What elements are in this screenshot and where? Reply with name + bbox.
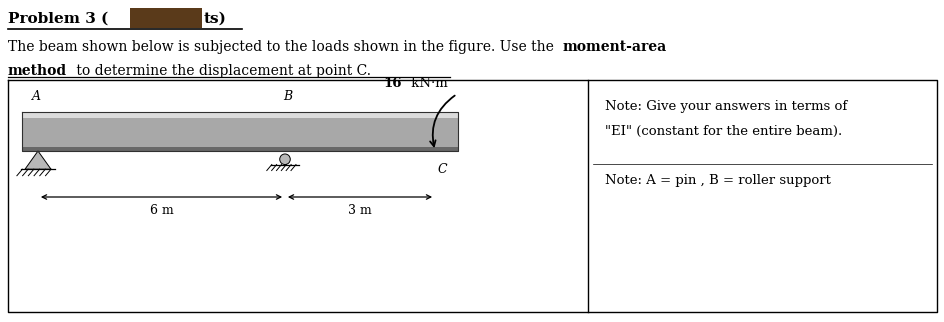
Text: to determine the displacement at point C.: to determine the displacement at point C… — [72, 64, 371, 78]
Text: 3 m: 3 m — [347, 204, 372, 217]
Text: Note: A = pin , B = roller support: Note: A = pin , B = roller support — [604, 174, 830, 187]
FancyBboxPatch shape — [22, 112, 458, 118]
FancyBboxPatch shape — [22, 147, 458, 151]
Text: The beam shown below is subjected to the loads shown in the figure. Use the: The beam shown below is subjected to the… — [8, 40, 558, 54]
Text: C: C — [437, 163, 447, 176]
Text: 6 m: 6 m — [149, 204, 173, 217]
Text: A: A — [31, 90, 41, 103]
Text: kN·m: kN·m — [407, 77, 447, 90]
Polygon shape — [25, 151, 51, 169]
FancyBboxPatch shape — [130, 7, 202, 27]
Text: "EI" (constant for the entire beam).: "EI" (constant for the entire beam). — [604, 125, 841, 138]
Text: 16: 16 — [382, 77, 401, 90]
Text: moment-area: moment-area — [563, 40, 666, 54]
Circle shape — [279, 154, 290, 165]
Text: method: method — [8, 64, 67, 78]
FancyBboxPatch shape — [22, 118, 458, 147]
Text: B: B — [283, 90, 293, 103]
Text: Note: Give your answers in terms of: Note: Give your answers in terms of — [604, 100, 847, 113]
Text: ts): ts) — [204, 12, 227, 26]
Text: Problem 3 (: Problem 3 ( — [8, 12, 109, 26]
